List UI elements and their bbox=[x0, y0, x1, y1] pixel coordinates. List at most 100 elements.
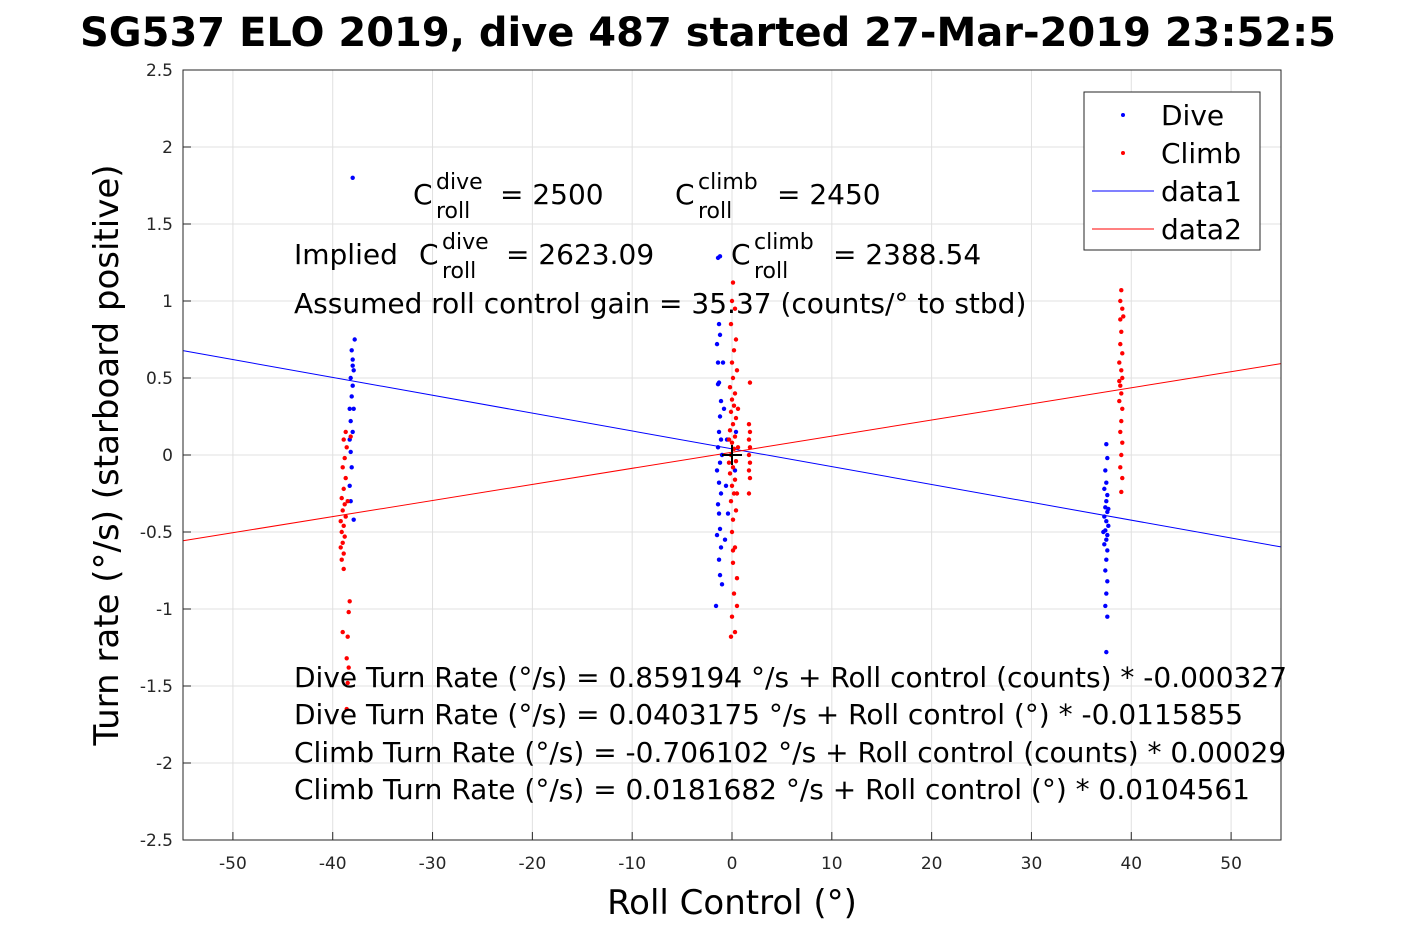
climb-point bbox=[735, 406, 741, 411]
dive-point bbox=[1104, 649, 1109, 655]
dive-point bbox=[715, 502, 721, 507]
climb-point bbox=[348, 434, 353, 439]
dive-point bbox=[1104, 499, 1109, 504]
c-dive-value: = 2500 bbox=[500, 178, 604, 211]
climb-point bbox=[1120, 351, 1125, 356]
tick-labels: -50 -40 -30 -20 -10 0 10 20 30 40 50-2.5-2-1.5-1-0… bbox=[140, 61, 1242, 874]
climb-point bbox=[1118, 465, 1123, 470]
climb-point bbox=[746, 468, 752, 473]
climb-point bbox=[1120, 375, 1125, 381]
climb-point bbox=[728, 634, 734, 639]
dive-point bbox=[1103, 468, 1108, 473]
dive-point bbox=[718, 491, 724, 496]
climb-point bbox=[345, 634, 350, 639]
legend-climb-marker bbox=[1121, 151, 1125, 155]
climb-point bbox=[731, 348, 737, 353]
climb-point bbox=[733, 415, 739, 421]
climb-point bbox=[1121, 314, 1126, 319]
dive-point bbox=[733, 429, 739, 435]
dive-point bbox=[714, 532, 720, 538]
dive-point bbox=[714, 341, 720, 347]
dive-point bbox=[718, 437, 724, 442]
implied-dive-sub: roll bbox=[442, 259, 476, 284]
climb-point bbox=[734, 368, 740, 373]
dive-point bbox=[350, 175, 355, 180]
climb-point bbox=[1120, 440, 1125, 445]
dive-point bbox=[1105, 492, 1110, 498]
climb-point bbox=[347, 599, 352, 604]
x-tick-label: 40 bbox=[1120, 854, 1142, 874]
dive-point bbox=[351, 406, 356, 411]
climb-point bbox=[1117, 378, 1122, 384]
plot-frame bbox=[182, 69, 1282, 841]
climb-point bbox=[726, 460, 732, 465]
climb-point bbox=[1119, 418, 1124, 424]
climb-point bbox=[732, 477, 738, 482]
dive-point bbox=[1102, 514, 1107, 519]
climb-point bbox=[342, 534, 347, 539]
dive-point bbox=[719, 582, 725, 587]
chart-title: SG537 ELO 2019, dive 487 started 27-Mar-… bbox=[80, 10, 1336, 56]
climb-point bbox=[733, 508, 739, 513]
climb-point bbox=[732, 391, 738, 396]
dive-point bbox=[348, 418, 353, 424]
dive-point bbox=[715, 445, 721, 450]
climb-point bbox=[338, 545, 343, 550]
dive-point bbox=[725, 511, 731, 516]
legend-dive-marker bbox=[1121, 113, 1125, 117]
climb-point bbox=[342, 455, 347, 461]
dive-point bbox=[714, 468, 720, 473]
dive-point bbox=[716, 321, 722, 327]
dive-point bbox=[1104, 591, 1109, 596]
climb-point bbox=[734, 491, 740, 496]
climb-point bbox=[1119, 288, 1124, 293]
legend-dive: Dive bbox=[1161, 99, 1224, 132]
dive-point bbox=[349, 348, 354, 353]
climb-point bbox=[732, 306, 738, 311]
dive-point bbox=[1105, 614, 1110, 619]
climb-point bbox=[747, 380, 753, 385]
dive-point bbox=[716, 480, 722, 485]
climb-point bbox=[730, 422, 736, 427]
climb-point bbox=[746, 422, 752, 427]
climb-point bbox=[344, 445, 349, 450]
dive-point bbox=[347, 483, 352, 488]
climb-point bbox=[341, 523, 346, 529]
dive-point bbox=[721, 406, 727, 411]
dive-point bbox=[723, 483, 729, 488]
implied-climb-sup: climb bbox=[754, 230, 814, 255]
y-tick-label: -1.5 bbox=[140, 677, 173, 697]
climb-point bbox=[1117, 398, 1122, 404]
climb-point bbox=[1117, 360, 1122, 365]
c-dive-sup: dive bbox=[436, 170, 483, 195]
climb-point bbox=[747, 475, 753, 481]
dive-point bbox=[1106, 523, 1111, 529]
dive-point bbox=[348, 449, 353, 455]
x-tick-label: -20 bbox=[518, 854, 546, 874]
climb-point bbox=[732, 434, 738, 439]
y-tick-label: 0 bbox=[162, 446, 173, 466]
dive-point bbox=[718, 398, 724, 404]
implied-dive-symbol: C bbox=[419, 238, 439, 271]
dive-point bbox=[1104, 480, 1109, 485]
climb-point bbox=[341, 486, 346, 492]
climb-point bbox=[729, 483, 735, 488]
dive-point bbox=[347, 406, 352, 411]
y-tick-label: -0.5 bbox=[140, 523, 173, 543]
climb-point bbox=[343, 514, 348, 519]
dive-point bbox=[720, 360, 726, 365]
dive-point bbox=[715, 255, 721, 261]
c-dive-symbol: C bbox=[413, 178, 433, 211]
climb-point bbox=[729, 440, 735, 445]
climb-point bbox=[344, 656, 349, 661]
implied-dive-sup: dive bbox=[442, 230, 489, 255]
climb-point bbox=[1118, 383, 1123, 388]
c-climb-symbol: C bbox=[675, 178, 695, 211]
climb-point bbox=[730, 517, 736, 522]
legend: Dive Climb data1 data2 bbox=[1083, 91, 1261, 251]
dive-point bbox=[350, 363, 355, 368]
y-tick-label: -1 bbox=[156, 600, 173, 620]
climb-point bbox=[731, 591, 737, 596]
climb-point bbox=[1120, 475, 1125, 481]
